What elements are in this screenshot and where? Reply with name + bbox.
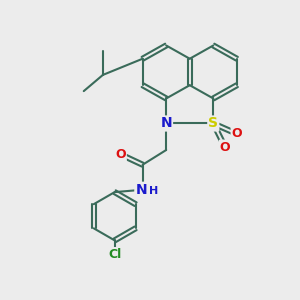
Text: S: S — [208, 116, 218, 130]
Text: N: N — [135, 183, 147, 197]
Text: Cl: Cl — [108, 248, 121, 261]
Text: O: O — [115, 148, 126, 161]
Text: H: H — [149, 186, 158, 196]
Text: O: O — [220, 141, 230, 154]
Text: O: O — [232, 127, 242, 140]
Text: N: N — [160, 116, 172, 130]
